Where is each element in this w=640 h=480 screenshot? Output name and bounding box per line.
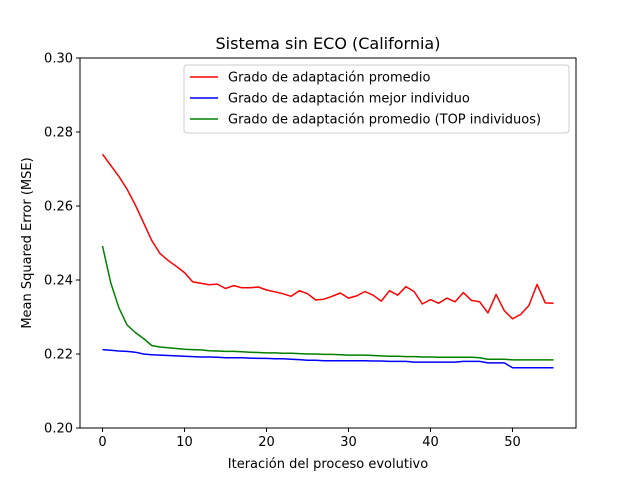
- y-axis-ticks: 0.20 0.22 0.24 0.26 0.28 0.30: [44, 52, 80, 437]
- y-tick-label: 0.24: [44, 274, 73, 289]
- y-axis-label: Mean Squared Error (MSE): [20, 157, 35, 328]
- x-axis-ticks: 0 10 20 30 40 50: [98, 428, 521, 450]
- series-line-0: [101, 153, 554, 320]
- series-layer: [101, 153, 554, 369]
- chart-title: Sistema sin ECO (California): [216, 34, 441, 53]
- legend-frame: [183, 64, 570, 134]
- y-tick-label: 0.20: [44, 422, 73, 437]
- x-tick-label: 10: [176, 435, 193, 450]
- y-tick-label: 0.30: [44, 52, 73, 67]
- x-tick-label: 40: [422, 435, 439, 450]
- x-axis-label: Iteración del proceso evolutivo: [228, 457, 428, 472]
- series-line-1: [102, 348, 554, 369]
- y-tick-label: 0.28: [44, 126, 73, 141]
- legend-label-2: Grado de adaptación promedio (TOP indivi…: [228, 113, 541, 128]
- x-tick-label: 20: [258, 435, 275, 450]
- y-tick-label: 0.26: [44, 200, 73, 215]
- legend-label-0: Grado de adaptación promedio: [228, 71, 430, 86]
- y-tick-label: 0.22: [44, 348, 73, 363]
- x-tick-label: 30: [340, 435, 357, 450]
- x-tick-label: 0: [98, 435, 106, 450]
- series-line-2: [101, 245, 554, 361]
- plot-area-frame: [79, 57, 577, 429]
- legend: Grado de adaptación promedio Grado de ada…: [183, 64, 570, 134]
- legend-label-1: Grado de adaptación mejor individuo: [228, 92, 470, 107]
- x-tick-label: 50: [504, 435, 521, 450]
